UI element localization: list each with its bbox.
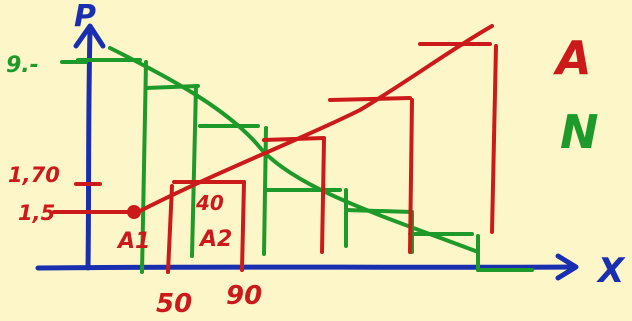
axes xyxy=(35,23,579,281)
y-axis-label: P xyxy=(74,0,96,34)
x-tick-label-90: 90 xyxy=(226,281,262,311)
supply-vertical-5 xyxy=(490,44,498,234)
point-a1-dot xyxy=(127,205,141,219)
supply-curve xyxy=(52,24,498,274)
legend-label-n: N xyxy=(560,105,599,159)
demand-step-2 xyxy=(144,84,200,90)
legend-label-a: A xyxy=(553,31,592,85)
x-axis-arrowhead xyxy=(555,253,579,281)
y-tick-label-9: 9.- xyxy=(6,53,39,78)
x-axis-label: X xyxy=(596,251,626,291)
y-axis-line xyxy=(85,27,93,271)
supply-vertical-2 xyxy=(240,180,246,272)
y-axis-arrowhead xyxy=(73,23,106,49)
supply-diagonal-line xyxy=(132,24,494,216)
demand-diagonal-line xyxy=(108,46,480,254)
supply-step-4 xyxy=(328,96,412,102)
y-tick-label-170: 1,70 xyxy=(8,163,60,187)
x-axis-line xyxy=(35,264,575,271)
annotation-40: 40 xyxy=(195,191,224,215)
supply-step-3 xyxy=(262,136,326,142)
supply-vertical-4 xyxy=(408,98,414,254)
x-tick-label-50: 50 xyxy=(156,289,192,319)
annotation-a2: A2 xyxy=(198,227,232,252)
demand-vertical-1 xyxy=(140,60,148,274)
demand-step-5 xyxy=(344,208,414,214)
supply-vertical-1 xyxy=(166,184,174,274)
supply-vertical-3 xyxy=(320,138,326,254)
annotation-a1: A1 xyxy=(116,229,150,254)
demand-vertical-2 xyxy=(190,84,198,258)
demand-vertical-3 xyxy=(262,126,268,256)
demand-curve xyxy=(76,46,534,274)
y-tick-label-15: 1,5 xyxy=(18,201,55,225)
